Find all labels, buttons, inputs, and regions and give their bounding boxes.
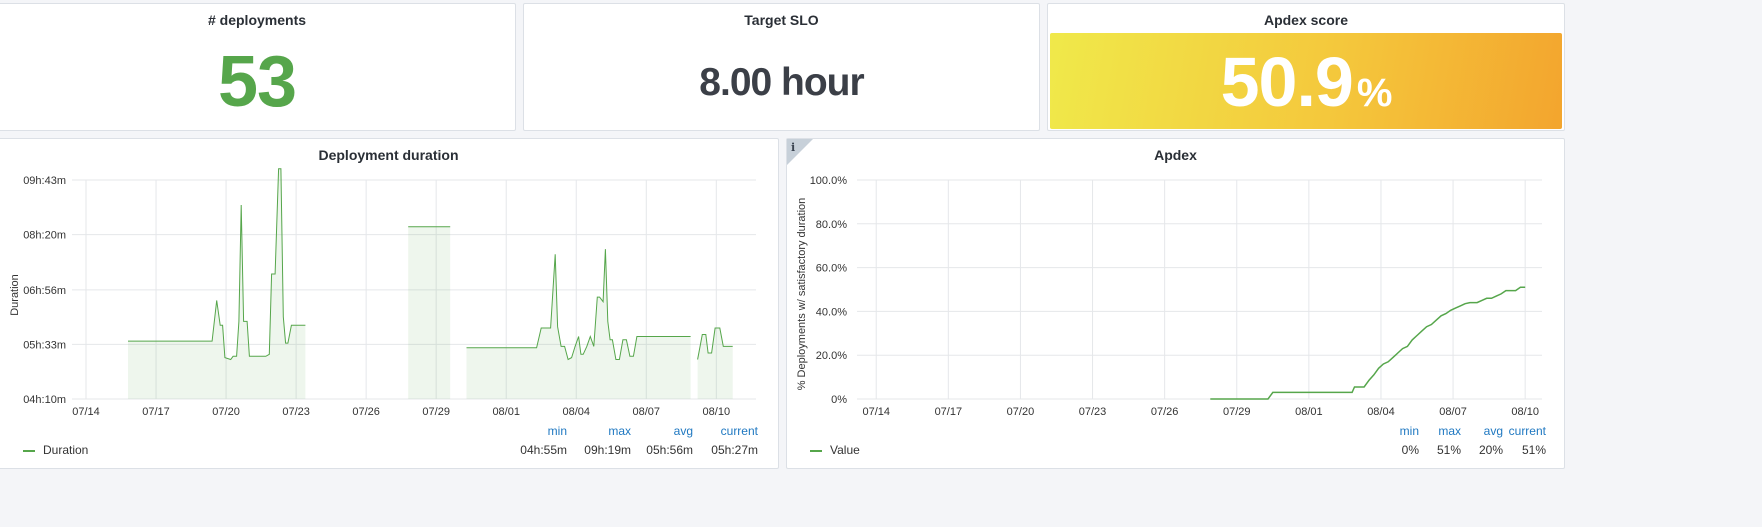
x-tick-label: 07/23 bbox=[282, 406, 310, 418]
y-tick-label: 0% bbox=[831, 394, 847, 406]
apdex-title: Apdex bbox=[1154, 147, 1197, 163]
x-tick-label: 08/07 bbox=[1439, 406, 1467, 418]
y-tick-label: 100.0% bbox=[810, 175, 848, 187]
duration-stat-avg-header[interactable]: avg bbox=[673, 424, 693, 438]
deployments-stat-panel[interactable]: # deployments 53 bbox=[0, 3, 516, 131]
y-tick-label: 06h:56m bbox=[23, 285, 66, 297]
duration-stat-current-header[interactable]: current bbox=[720, 424, 758, 438]
duration-area-fill bbox=[408, 226, 451, 399]
x-tick-label: 07/26 bbox=[1151, 406, 1179, 418]
apdex-chart[interactable]: 07/14 07/17 07/20 07/23 07/26 07/29 08/01 08/04… bbox=[787, 139, 1566, 470]
deployments-title: # deployments bbox=[207, 12, 307, 28]
duration-stat-min-header[interactable]: min bbox=[547, 424, 567, 438]
duration-area-fill bbox=[128, 168, 306, 399]
x-tick-label: 07/20 bbox=[1007, 406, 1035, 418]
duration-legend-swatch bbox=[23, 449, 35, 452]
x-tick-label: 07/14 bbox=[862, 406, 890, 418]
x-tick-label: 07/14 bbox=[72, 406, 100, 418]
apdex-score-value: 50.9 bbox=[1220, 43, 1354, 121]
x-tick-label: 07/26 bbox=[352, 406, 380, 418]
apdex-score-unit: % bbox=[1356, 71, 1393, 115]
duration-series-line bbox=[128, 168, 306, 361]
x-tick-label: 07/29 bbox=[1223, 406, 1251, 418]
duration-area-fill bbox=[466, 249, 691, 399]
apdex-stat-current-header[interactable]: current bbox=[1508, 424, 1546, 438]
apdex-score-title: Apdex score bbox=[1263, 12, 1349, 28]
y-tick-label: 80.0% bbox=[816, 219, 847, 231]
x-tick-label: 07/17 bbox=[142, 406, 170, 418]
x-tick-label: 08/04 bbox=[1367, 406, 1395, 418]
duration-legend-label: Duration bbox=[43, 443, 89, 457]
apdex-legend-swatch bbox=[810, 449, 822, 452]
duration-legend-item[interactable]: Duration bbox=[23, 443, 88, 457]
apdex-y-axis-label: % Deployments w/ satisfactory duration bbox=[796, 198, 808, 391]
duration-y-axis-label: Duration bbox=[9, 274, 21, 316]
panel-info-corner[interactable] bbox=[787, 139, 813, 165]
x-tick-label: 07/17 bbox=[935, 406, 963, 418]
apdex-score-value-wrap: 50.9% bbox=[1048, 42, 1564, 142]
duration-stat-min-value: 04h:55m bbox=[520, 443, 567, 457]
x-tick-label: 08/01 bbox=[492, 406, 520, 418]
apdex-stat-avg-value: 20% bbox=[1478, 443, 1503, 457]
x-tick-label: 08/10 bbox=[703, 406, 731, 418]
x-tick-label: 07/29 bbox=[422, 406, 450, 418]
y-tick-label: 40.0% bbox=[816, 306, 847, 318]
x-tick-label: 08/01 bbox=[1295, 406, 1323, 418]
duration-series-line bbox=[466, 249, 691, 361]
x-tick-label: 07/23 bbox=[1079, 406, 1107, 418]
target-slo-title: Target SLO bbox=[744, 12, 819, 28]
y-tick-label: 08h:20m bbox=[23, 230, 66, 242]
apdex-stat-avg-header[interactable]: avg bbox=[1483, 424, 1503, 438]
apdex-series-line bbox=[1210, 286, 1526, 400]
apdex-score-stat-panel[interactable]: Apdex score 50.9% bbox=[1047, 3, 1565, 131]
y-tick-label: 09h:43m bbox=[23, 175, 66, 187]
y-tick-label: 20.0% bbox=[816, 350, 847, 362]
deployment-duration-chart[interactable]: 07/14 07/17 07/20 07/23 07/26 07/29 08/01 08/04… bbox=[0, 139, 780, 470]
apdex-stat-max-header[interactable]: max bbox=[1438, 424, 1461, 438]
x-tick-label: 07/20 bbox=[212, 406, 240, 418]
duration-stat-avg-value: 05h:56m bbox=[646, 443, 693, 457]
x-tick-label: 08/10 bbox=[1511, 406, 1539, 418]
duration-area-fill bbox=[697, 328, 733, 399]
duration-stat-current-value: 05h:27m bbox=[711, 443, 758, 457]
duration-stat-max-header[interactable]: max bbox=[608, 424, 631, 438]
duration-stat-max-value: 09h:19m bbox=[584, 443, 631, 457]
apdex-stat-max-value: 51% bbox=[1436, 443, 1461, 457]
y-tick-label: 60.0% bbox=[816, 263, 847, 275]
info-icon[interactable]: i bbox=[791, 141, 796, 154]
apdex-stat-min-header[interactable]: min bbox=[1399, 424, 1419, 438]
apdex-legend-label: Value bbox=[830, 443, 860, 457]
apdex-panel[interactable]: i Apdex 07/14 07/17 07/20 07/23 07/26 07/29 08… bbox=[786, 138, 1565, 469]
duration-series-line bbox=[697, 327, 733, 360]
deployment-duration-title: Deployment duration bbox=[318, 147, 459, 163]
apdex-legend-item[interactable]: Value bbox=[810, 443, 860, 457]
deployment-duration-panel[interactable]: Deployment duration 07/14 07/17 07/20 07/23… bbox=[0, 138, 779, 469]
target-slo-value: 8.00 hour bbox=[699, 61, 864, 104]
x-tick-label: 08/07 bbox=[633, 406, 661, 418]
target-slo-stat-panel[interactable]: Target SLO 8.00 hour bbox=[523, 3, 1040, 131]
y-tick-label: 04h:10m bbox=[23, 394, 66, 406]
apdex-stat-current-value: 51% bbox=[1521, 443, 1546, 457]
apdex-stat-min-value: 0% bbox=[1401, 443, 1419, 457]
deployments-value: 53 bbox=[217, 42, 297, 122]
x-tick-label: 08/04 bbox=[562, 406, 590, 418]
apdex-score-gradient-background bbox=[1050, 33, 1562, 129]
y-tick-label: 05h:33m bbox=[23, 339, 66, 351]
